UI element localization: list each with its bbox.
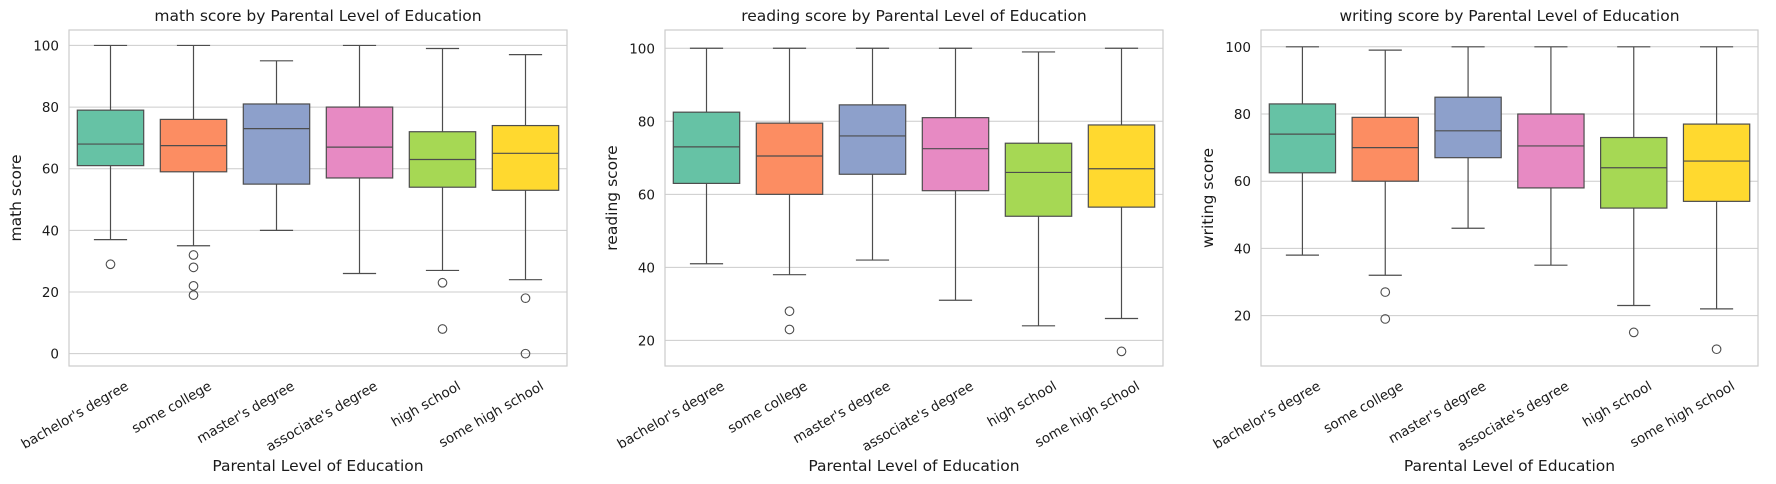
box-1: [755, 47, 824, 335]
outlier-point: [105, 259, 116, 270]
y-tick-label: 100: [33, 38, 59, 54]
y-tick-label: 100: [1225, 40, 1251, 56]
outlier-point: [784, 306, 795, 317]
outlier-point: [1711, 344, 1722, 355]
y-tick-label: 20: [1234, 309, 1251, 325]
iqr-box: [1682, 123, 1751, 202]
chart-title: reading score by Parental Level of Educa…: [741, 7, 1087, 25]
outlier-point: [1116, 346, 1127, 357]
iqr-box: [755, 122, 824, 195]
x-tick-label: bachelor's degree: [615, 378, 728, 452]
outlier-point: [188, 262, 199, 273]
iqr-box: [921, 117, 990, 192]
y-tick-label: 40: [1234, 241, 1251, 257]
x-tick-label: bachelor's degree: [1211, 378, 1324, 452]
x-tick-label: high school: [1580, 378, 1655, 430]
x-tick-label: bachelor's degree: [19, 378, 132, 452]
plot-frame: [68, 29, 568, 367]
plot-frame: [1260, 29, 1759, 367]
iqr-box: [76, 109, 145, 167]
x-axis-label: Parental Level of Education: [212, 457, 423, 475]
x-tick-label: high school: [985, 378, 1060, 430]
y-axis-label: reading score: [603, 145, 621, 250]
y-tick-label: 100: [629, 41, 655, 57]
y-tick-label: 80: [1234, 107, 1251, 123]
box-5: [491, 54, 560, 359]
x-axis-label: Parental Level of Education: [1404, 457, 1615, 475]
outlier-point: [437, 324, 448, 334]
outlier-point: [520, 348, 531, 359]
y-tick-label: 20: [638, 333, 655, 349]
box-1: [1351, 49, 1419, 324]
iqr-box: [1004, 142, 1073, 217]
box-2: [838, 47, 907, 261]
chart-title: math score by Parental Level of Educatio…: [154, 7, 481, 25]
box-5: [1087, 47, 1156, 357]
box-2: [1434, 46, 1502, 229]
box-1: [159, 44, 228, 300]
y-axis-label: math score: [7, 154, 25, 241]
y-tick-label: 20: [42, 285, 59, 301]
box-0: [1268, 46, 1337, 256]
outlier-point: [188, 250, 199, 260]
box-4: [408, 47, 477, 334]
iqr-box: [672, 111, 741, 184]
outlier-point: [520, 293, 531, 304]
box-0: [76, 44, 145, 270]
box-5: [1682, 46, 1751, 355]
x-axis-label: Parental Level of Education: [808, 457, 1019, 475]
iqr-box: [1087, 124, 1156, 208]
y-tick-label: 40: [42, 223, 59, 239]
y-tick-label: 60: [1234, 174, 1251, 190]
y-tick-label: 60: [42, 162, 59, 178]
x-tick-label: high school: [389, 378, 464, 430]
chart-title: writing score by Parental Level of Educa…: [1339, 7, 1679, 25]
iqr-box: [491, 124, 560, 191]
y-tick-label: 0: [50, 347, 59, 363]
iqr-box: [1268, 103, 1337, 174]
plot-frame: [664, 29, 1164, 367]
iqr-box: [1351, 116, 1419, 182]
outlier-point: [1380, 287, 1391, 297]
iqr-box: [838, 104, 907, 175]
box-4: [1600, 46, 1668, 338]
box-3: [325, 44, 394, 275]
outlier-point: [784, 324, 795, 335]
outlier-point: [437, 277, 448, 288]
y-tick-label: 60: [638, 187, 655, 203]
iqr-box: [1600, 136, 1668, 209]
box-3: [921, 47, 990, 301]
outlier-point: [1380, 314, 1391, 324]
iqr-box: [1434, 96, 1502, 159]
box-2: [242, 60, 311, 231]
outlier-point: [1628, 327, 1639, 338]
outlier-point: [188, 281, 199, 291]
box-0: [672, 47, 741, 265]
outlier-point: [188, 290, 199, 300]
iqr-box: [325, 106, 394, 179]
box-3: [1517, 46, 1585, 266]
iqr-box: [1517, 113, 1585, 189]
y-tick-label: 80: [42, 100, 59, 116]
y-axis-label: writing score: [1199, 148, 1217, 248]
iqr-box: [242, 103, 311, 185]
y-tick-label: 40: [638, 260, 655, 276]
box-4: [1004, 51, 1073, 327]
y-tick-label: 80: [638, 114, 655, 130]
